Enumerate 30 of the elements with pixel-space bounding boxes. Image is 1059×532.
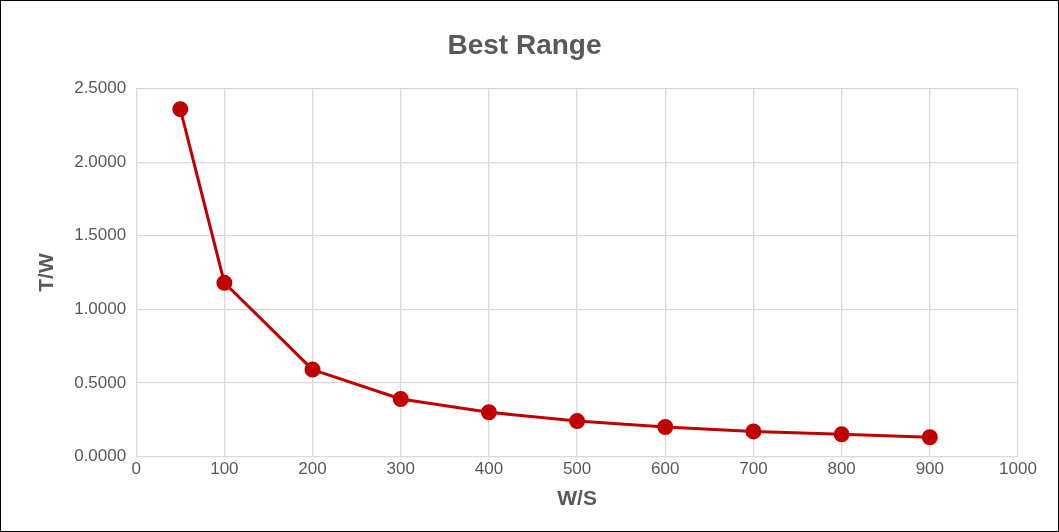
x-tick-label: 1000 [999,459,1037,479]
x-tick-label: 100 [210,459,239,479]
y-tick-label: 2.0000 [74,151,127,171]
point [833,426,850,443]
x-tick-label: 800 [827,459,856,479]
point [921,429,938,446]
point [172,101,189,118]
x-tick-label: 700 [739,459,768,479]
point [216,274,233,291]
point [745,423,762,440]
y-axis-title: T/W [34,253,58,292]
y-tick-label: 0.5000 [74,372,127,392]
point [480,404,497,421]
x-tick-label: 400 [474,459,504,479]
x-axis-title: W/S [557,486,597,510]
y-tick-label: 0.0000 [74,446,127,466]
x-tick-label: 0 [131,459,141,479]
point [569,413,586,430]
x-tick-label: 500 [562,459,592,479]
x-tick-label: 200 [298,459,327,479]
y-tick-label: 2.5000 [74,78,127,98]
point [657,418,674,435]
point [304,361,321,378]
chart-title: Best Range [447,28,602,60]
x-tick-label: 900 [915,459,945,479]
x-tick-label: 600 [651,459,680,479]
y-tick-label: 1.0000 [74,298,127,318]
x-tick-label: 300 [386,459,415,479]
y-tick-label: 1.5000 [74,225,127,245]
point [392,391,409,408]
